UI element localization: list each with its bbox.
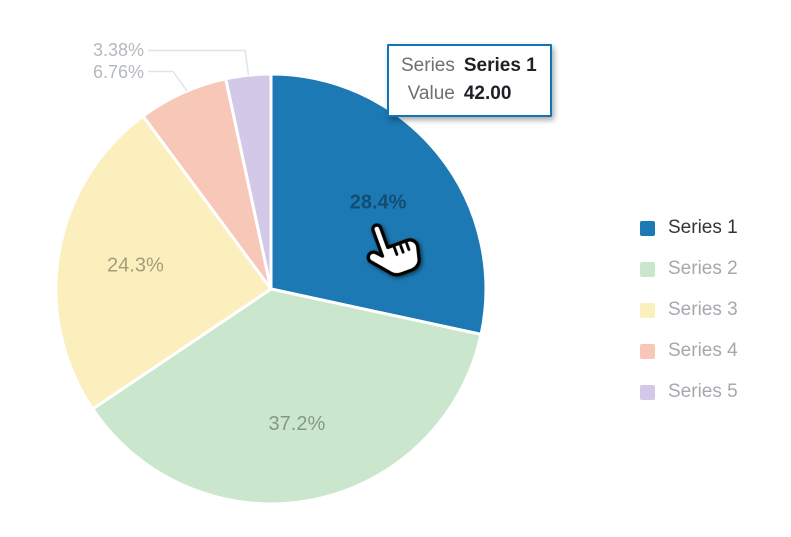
slice-label-series-5: 3.38% (93, 40, 144, 60)
leader-line-series-4 (148, 70, 188, 92)
slice-label-series-1: 28.4% (350, 192, 407, 214)
legend-item-series-5[interactable]: Series 5 (640, 381, 738, 403)
pie-slice-series-3[interactable] (54, 114, 273, 411)
pie-slices (54, 72, 488, 506)
tooltip-series-value: Series 1 (463, 55, 537, 76)
legend-item-series-3[interactable]: Series 3 (640, 299, 738, 321)
slice-label-series-4: 6.76% (93, 62, 144, 82)
legend: Series 1 Series 2 Series 3 Series 4 Series 5 (640, 217, 738, 422)
legend-swatch (640, 302, 655, 318)
tooltip: Series Series 1 Value 42.00 (387, 44, 552, 117)
legend-swatch (640, 384, 655, 400)
tooltip-value-value: 42.00 (463, 83, 512, 104)
legend-swatch (640, 261, 655, 277)
slice-label-series-2: 37.2% (269, 413, 326, 435)
legend-label: Series 2 (668, 258, 738, 279)
legend-item-series-2[interactable]: Series 2 (640, 258, 738, 280)
slice-label-series-3: 24.3% (107, 255, 164, 277)
pie-slice-series-1[interactable] (269, 72, 488, 336)
legend-label: Series 5 (668, 381, 738, 402)
legend-label: Series 4 (668, 340, 738, 361)
slice-labels: 28.4% 37.2% 24.3% 6.76%3.38% (93, 40, 407, 435)
legend-label: Series 1 (668, 217, 738, 238)
legend-item-series-4[interactable]: Series 4 (640, 340, 738, 362)
tooltip-series-label: Series (401, 55, 455, 76)
legend-item-series-1[interactable]: Series 1 (640, 217, 738, 239)
legend-swatch (640, 220, 655, 236)
leader-line-series-5 (148, 49, 250, 76)
label-leader-lines (148, 49, 250, 92)
legend-swatch (640, 343, 655, 359)
legend-label: Series 3 (668, 299, 738, 320)
tooltip-value-label: Value (407, 83, 455, 104)
pointer-hand-cursor-icon (366, 223, 421, 277)
pie-slice-series-5[interactable] (224, 72, 273, 291)
pie-slice-series-2[interactable] (91, 287, 483, 506)
